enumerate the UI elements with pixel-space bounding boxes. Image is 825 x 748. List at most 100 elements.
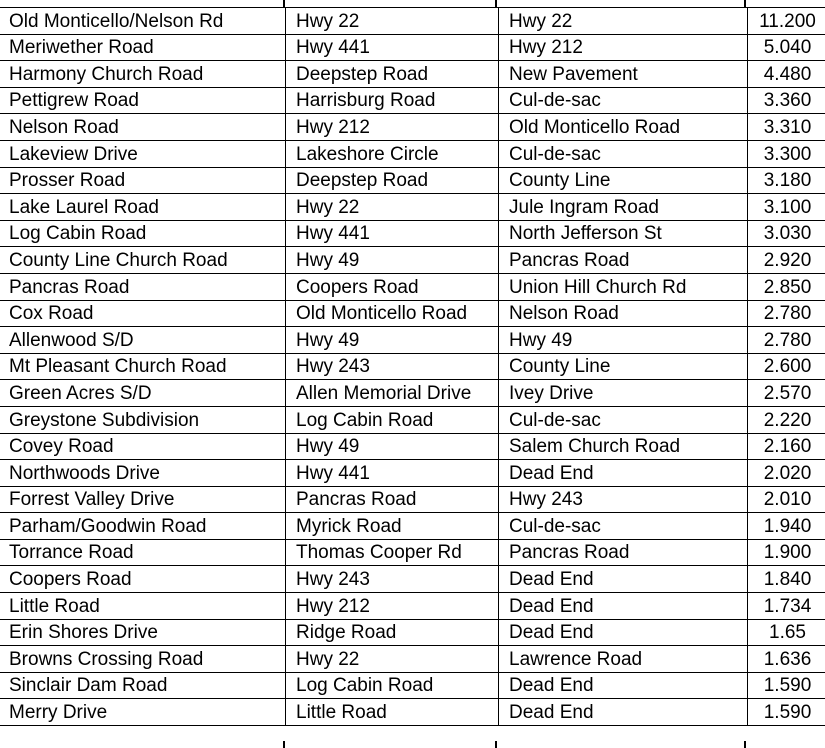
cell-to: Pancras Road xyxy=(499,539,748,566)
cell-from: Harrisburg Road xyxy=(286,87,499,114)
cell-road-name: Nelson Road xyxy=(0,114,286,141)
cell-road-name: Torrance Road xyxy=(0,539,286,566)
cell-road-name: Coopers Road xyxy=(0,566,286,593)
cell-from: Log Cabin Road xyxy=(286,406,499,433)
table-bottom-continuation xyxy=(0,741,825,748)
cell-to: Lawrence Road xyxy=(499,646,748,673)
cell-to: Dead End xyxy=(499,672,748,699)
cell-road-name: Pettigrew Road xyxy=(0,87,286,114)
cell-length: 3.100 xyxy=(748,194,825,221)
cell-from: Hwy 243 xyxy=(286,353,499,380)
cell-from: Hwy 22 xyxy=(286,194,499,221)
cell-to: Dead End xyxy=(499,566,748,593)
cell-to: Cul-de-sac xyxy=(499,140,748,167)
cell-to: Hwy 243 xyxy=(499,486,748,513)
cell-from: Deepstep Road xyxy=(286,61,499,88)
cell-length: 1.65 xyxy=(748,619,825,646)
cell-length: 3.300 xyxy=(748,140,825,167)
cell-from: Hwy 22 xyxy=(286,646,499,673)
cell-length: 2.020 xyxy=(748,460,825,487)
cell-to: New Pavement xyxy=(499,61,748,88)
cell-to: Salem Church Road xyxy=(499,433,748,460)
cell-road-name: Forrest Valley Drive xyxy=(0,486,286,513)
cell-road-name: County Line Church Road xyxy=(0,247,286,274)
cell-to: Hwy 49 xyxy=(499,327,748,354)
cell-road-name: Parham/Goodwin Road xyxy=(0,513,286,540)
cell-length: 3.310 xyxy=(748,114,825,141)
cell-length: 1.940 xyxy=(748,513,825,540)
cell-length: 2.010 xyxy=(748,486,825,513)
cell-road-name: Browns Crossing Road xyxy=(0,646,286,673)
cell-length: 1.900 xyxy=(748,539,825,566)
cell-length: 1.590 xyxy=(748,672,825,699)
cell-from: Hwy 243 xyxy=(286,566,499,593)
cell-length: 4.480 xyxy=(748,61,825,88)
cell-length: 2.850 xyxy=(748,273,825,300)
cell-road-name: Allenwood S/D xyxy=(0,327,286,354)
cell-to: County Line xyxy=(499,167,748,194)
cell-from: Little Road xyxy=(286,699,499,726)
cell-road-name: Cox Road xyxy=(0,300,286,327)
cell-road-name: Harmony Church Road xyxy=(0,61,286,88)
cell-to: Hwy 22 xyxy=(499,8,748,35)
cell-from: Hwy 441 xyxy=(286,220,499,247)
cell-from: Myrick Road xyxy=(286,513,499,540)
cell-from: Thomas Cooper Rd xyxy=(286,539,499,566)
cell-to: Old Monticello Road xyxy=(499,114,748,141)
cell-from: Hwy 49 xyxy=(286,433,499,460)
cell-to: Dead End xyxy=(499,619,748,646)
cell-road-name: Log Cabin Road xyxy=(0,220,286,247)
cell-from: Hwy 212 xyxy=(286,114,499,141)
cell-length: 2.780 xyxy=(748,327,825,354)
cell-length: 3.030 xyxy=(748,220,825,247)
cell-to: Cul-de-sac xyxy=(499,406,748,433)
cell-to: Cul-de-sac xyxy=(499,87,748,114)
column-divider xyxy=(744,0,746,7)
cell-road-name: Greystone Subdivision xyxy=(0,406,286,433)
cell-length: 2.220 xyxy=(748,406,825,433)
cell-from: Log Cabin Road xyxy=(286,672,499,699)
cell-road-name: Lakeview Drive xyxy=(0,140,286,167)
cell-from: Hwy 212 xyxy=(286,593,499,620)
cell-length: 2.160 xyxy=(748,433,825,460)
cell-to: County Line xyxy=(499,353,748,380)
cell-road-name: Green Acres S/D xyxy=(0,380,286,407)
cell-to: Dead End xyxy=(499,593,748,620)
cell-from: Hwy 441 xyxy=(286,460,499,487)
cell-from: Hwy 49 xyxy=(286,327,499,354)
cell-to: Cul-de-sac xyxy=(499,513,748,540)
cell-to: Ivey Drive xyxy=(499,380,748,407)
cell-road-name: Covey Road xyxy=(0,433,286,460)
cell-road-name: Sinclair Dam Road xyxy=(0,672,286,699)
cell-length: 3.360 xyxy=(748,87,825,114)
table-top-continuation xyxy=(0,0,825,7)
cell-from: Ridge Road xyxy=(286,619,499,646)
cell-length: 1.840 xyxy=(748,566,825,593)
cell-to: North Jefferson St xyxy=(499,220,748,247)
cell-from: Hwy 49 xyxy=(286,247,499,274)
cell-from: Coopers Road xyxy=(286,273,499,300)
cell-length: 2.780 xyxy=(748,300,825,327)
cell-road-name: Northwoods Drive xyxy=(0,460,286,487)
cell-to: Jule Ingram Road xyxy=(499,194,748,221)
cell-length: 2.600 xyxy=(748,353,825,380)
cell-road-name: Prosser Road xyxy=(0,167,286,194)
cell-from: Hwy 22 xyxy=(286,8,499,35)
